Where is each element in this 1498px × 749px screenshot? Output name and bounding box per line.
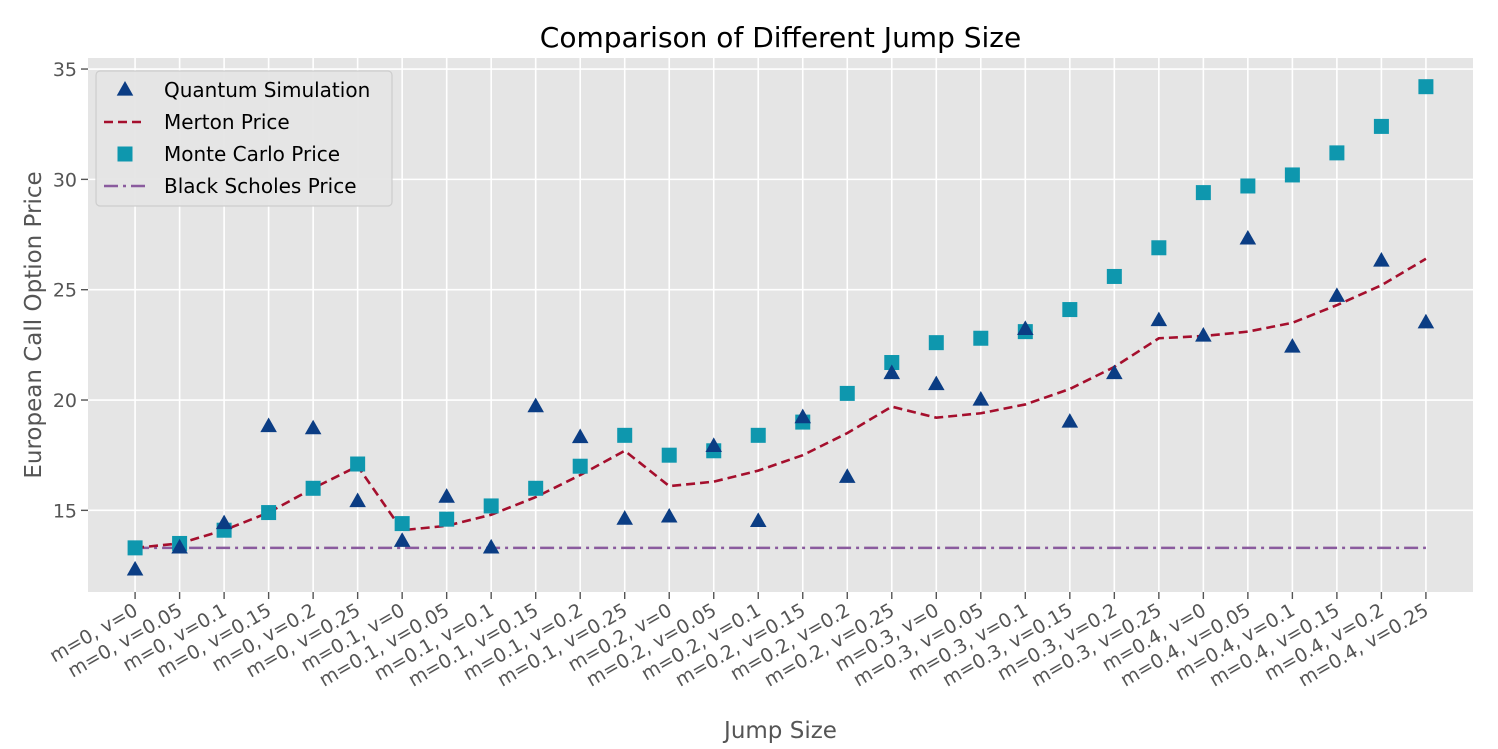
- series-quantum-simulation: [126, 229, 1435, 576]
- quantum-point: [126, 560, 144, 576]
- quantum-point: [1195, 327, 1212, 342]
- legend-marker-quantum: [116, 81, 134, 96]
- quantum-point: [571, 428, 589, 444]
- monte-carlo-point: [1106, 268, 1122, 284]
- monte-carlo-point: [528, 480, 544, 496]
- monte-carlo-point: [973, 330, 989, 346]
- quantum-point: [304, 419, 322, 435]
- quantum-point: [527, 397, 544, 413]
- quantum-point: [794, 408, 812, 424]
- monte-carlo-point: [261, 505, 277, 521]
- monte-carlo-point: [884, 355, 900, 371]
- monte-carlo-point: [127, 540, 143, 556]
- monte-carlo-point: [572, 458, 588, 474]
- quantum-point: [1417, 313, 1435, 329]
- monte-carlo-point: [305, 480, 321, 496]
- quantum-point: [705, 437, 723, 452]
- monte-carlo-point: [661, 447, 677, 463]
- legend-box: [95, 70, 393, 207]
- y-tick-label: 15: [53, 500, 77, 522]
- monte-carlo-point: [839, 385, 855, 401]
- y-tick-label: 20: [53, 390, 77, 412]
- y-tick-label: 30: [53, 169, 77, 191]
- quantum-point: [972, 391, 990, 406]
- quantum-point: [438, 488, 455, 503]
- quantum-point: [1284, 338, 1301, 353]
- chart-title: Comparison of Different Jump Size: [540, 21, 1021, 54]
- monte-carlo-point: [439, 511, 455, 527]
- monte-carlo-point: [1151, 240, 1167, 256]
- quantum-point: [838, 468, 856, 483]
- monte-carlo-point: [1373, 118, 1389, 134]
- monte-carlo-point: [1195, 185, 1211, 201]
- monte-carlo-point: [1062, 302, 1078, 318]
- x-axis-label: Jump Size: [722, 718, 837, 744]
- quantum-point: [1150, 311, 1168, 327]
- quantum-point: [1239, 229, 1257, 245]
- monte-carlo-point: [750, 427, 766, 443]
- monte-carlo-point: [1329, 145, 1345, 161]
- quantum-point: [482, 538, 500, 554]
- monte-carlo-point: [617, 427, 633, 443]
- quantum-point: [1373, 252, 1390, 267]
- quantum-point: [260, 417, 277, 433]
- quantum-point: [349, 492, 366, 508]
- quantum-point: [171, 538, 188, 554]
- series-layer: [126, 79, 1435, 576]
- quantum-point: [883, 364, 901, 380]
- quantum-point: [616, 510, 633, 525]
- quantum-point: [660, 507, 678, 523]
- monte-carlo-point: [1240, 178, 1256, 194]
- quantum-point: [1328, 287, 1346, 302]
- monte-carlo-point: [483, 498, 499, 514]
- y-tick-label: 25: [53, 280, 77, 302]
- monte-carlo-point: [350, 456, 366, 472]
- quantum-point: [1017, 320, 1034, 335]
- monte-carlo-point: [394, 516, 410, 532]
- legend-marker-monte-carlo: [117, 146, 133, 162]
- quantum-point: [1106, 364, 1123, 380]
- monte-carlo-point: [928, 335, 944, 351]
- legend: Quantum Simulation Merton Price Monte Carl…: [95, 70, 393, 207]
- quantum-point: [928, 375, 945, 391]
- quantum-point: [1061, 413, 1079, 428]
- legend-label: Merton Price: [164, 110, 290, 134]
- legend-label: Quantum Simulation: [164, 78, 370, 102]
- legend-label: Monte Carlo Price: [164, 142, 340, 166]
- y-tick-label: 35: [53, 59, 77, 81]
- quantum-point: [215, 514, 233, 530]
- quantum-point: [393, 532, 411, 547]
- legend-label: Black Scholes Price: [164, 174, 357, 198]
- monte-carlo-point: [1284, 167, 1300, 183]
- monte-carlo-point: [1418, 79, 1434, 95]
- quantum-point: [749, 512, 767, 527]
- y-axis-label: European Call Option Price: [21, 171, 47, 478]
